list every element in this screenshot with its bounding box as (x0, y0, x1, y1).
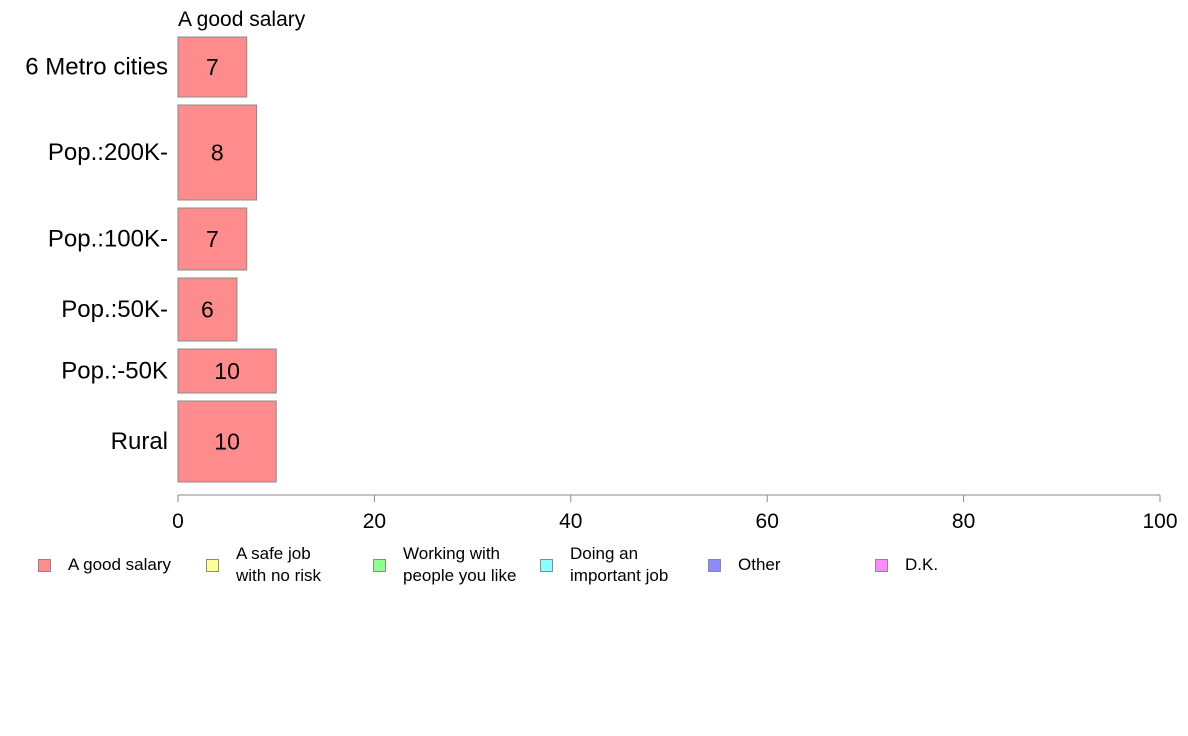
data-label: 6 (201, 297, 214, 323)
legend-swatch (206, 558, 219, 572)
x-tick-label: 60 (756, 510, 779, 533)
legend-swatch (373, 558, 386, 572)
category-label: Pop.:200K- (48, 139, 168, 166)
legend-swatch (38, 558, 51, 572)
bar-chart: A good salary 7 6 Metro cities 8 Pop.:200K-… (25, 8, 1177, 533)
legend-swatch (875, 558, 888, 572)
bar (177, 104, 258, 201)
legend-label: Doing an important job (570, 544, 669, 585)
data-label: 7 (206, 226, 219, 252)
legend-label: A safe job with no risk (236, 544, 322, 585)
legend-item: A safe job with no risk (206, 543, 321, 587)
legend-item: A good salary (38, 554, 171, 576)
legend-swatch (708, 558, 721, 572)
x-tick-label: 0 (172, 510, 184, 533)
legend-item: Working with people you like (373, 543, 516, 587)
x-tick-label: 100 (1142, 510, 1177, 533)
category-label: 6 Metro cities (25, 54, 168, 81)
data-label: 7 (206, 54, 219, 80)
category-label: Pop.:50K- (61, 296, 168, 323)
legend-item: Other (708, 554, 781, 576)
legend-item: Doing an important job (540, 543, 668, 587)
bar (177, 207, 248, 271)
x-tick-label: 40 (559, 510, 582, 533)
x-tick-label: 20 (363, 510, 386, 533)
bar (177, 348, 277, 394)
category-label: Pop.:-50K (61, 358, 168, 385)
legend-label: D.K. (905, 555, 939, 574)
bar (177, 400, 277, 483)
category-label: Pop.:100K- (48, 226, 168, 253)
bar (177, 277, 238, 342)
data-label: 8 (211, 140, 224, 166)
x-tick-label: 80 (952, 510, 975, 533)
category-label: Rural (111, 428, 168, 455)
legend: A good salary A safe job with no risk Wo… (38, 543, 1148, 593)
legend-item: D.K. (875, 554, 938, 576)
legend-label: A good salary (68, 555, 172, 574)
legend-swatch (540, 558, 553, 572)
data-label: 10 (214, 358, 240, 384)
data-label: 10 (214, 429, 240, 455)
chart-title: A good salary (178, 8, 306, 31)
legend-label: Other (738, 555, 781, 574)
bar (177, 36, 248, 98)
legend-label: Working with people you like (403, 544, 517, 585)
